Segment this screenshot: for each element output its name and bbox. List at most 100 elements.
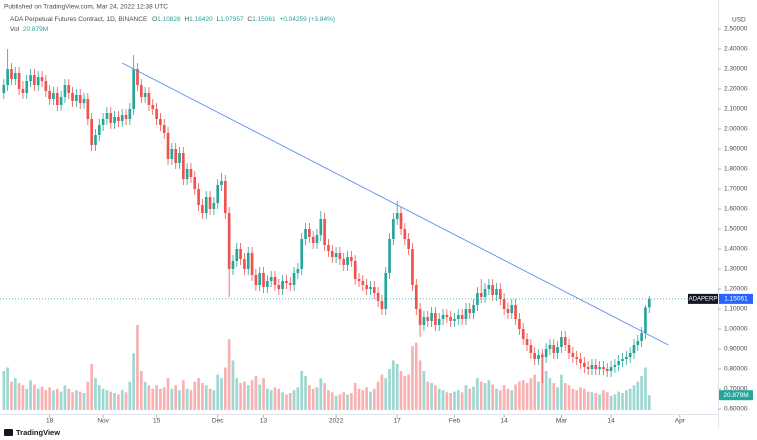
volume-bar [285, 394, 288, 410]
volume-name: Vol [10, 26, 20, 33]
candle-body [411, 249, 414, 285]
volume-bar [330, 392, 334, 410]
candle-body [86, 99, 90, 119]
y-tick-label: 0.80000 [724, 366, 748, 373]
candle-body [548, 345, 552, 349]
volume-bar [514, 384, 517, 410]
volume-bar [529, 378, 533, 410]
volume-bar [273, 387, 277, 410]
symbol-badge-label: ADAPERP [689, 296, 718, 302]
candle-body [506, 309, 510, 313]
candle-body [44, 81, 48, 91]
candle-body [472, 305, 475, 313]
y-tick-label: 2.00000 [724, 126, 748, 133]
volume-bar [52, 390, 55, 410]
volume-bar [10, 381, 13, 410]
candle-body [36, 77, 40, 85]
candle-body [231, 261, 235, 269]
volume-bar [193, 381, 197, 410]
candle-body [266, 281, 269, 287]
volume-bar [453, 391, 456, 410]
candle-body [449, 317, 452, 321]
volume-bar [2, 371, 6, 410]
volume-bar [254, 376, 258, 410]
volume-bar [71, 392, 74, 410]
candle-body [372, 287, 376, 293]
candle-body [418, 309, 422, 325]
candle-body [521, 329, 525, 339]
volume-bar [575, 390, 579, 410]
volume-bar [128, 381, 132, 410]
volume-bar [151, 388, 155, 410]
candle-body [67, 85, 71, 93]
candle-body [109, 113, 113, 123]
volume-bar [644, 367, 647, 410]
volume-bar [29, 380, 32, 410]
candle-body [556, 347, 559, 353]
candle-body [376, 293, 380, 301]
candle-body [277, 285, 281, 289]
candle-body [598, 367, 601, 369]
candle-body [25, 81, 29, 93]
candle-body [468, 309, 472, 313]
y-tick-label: 1.70000 [724, 186, 748, 193]
volume-badge-label: 20.879M [723, 392, 748, 399]
candle-body [533, 353, 537, 359]
brand-name: TradingView [16, 428, 60, 437]
candle-body [403, 229, 407, 239]
candle-body [430, 313, 433, 321]
volume-bar [181, 380, 185, 410]
candle-body [540, 355, 544, 357]
candle-body [422, 317, 426, 325]
volume-bar [78, 391, 82, 410]
volume-bar [422, 371, 426, 410]
ohlc-value: 1.15061 [252, 16, 276, 23]
volume-bar [113, 393, 116, 410]
x-tick-label: Apr [675, 418, 686, 425]
volume-bar [288, 393, 292, 410]
volume-bar [350, 393, 353, 410]
candle-body [479, 293, 483, 297]
volume-bar [483, 383, 487, 410]
x-tick-label: Nov [97, 418, 109, 425]
volume-layer [2, 325, 651, 410]
volume-bar [502, 385, 506, 410]
volume-bar [40, 386, 44, 410]
change-value: +0.04259 (+3.84%) [279, 16, 335, 23]
volume-bar [250, 380, 254, 410]
candle-body [575, 357, 579, 359]
volume-bar [308, 385, 311, 410]
volume-bar [55, 388, 59, 410]
volume-bar [105, 390, 109, 410]
volume-bar [602, 390, 605, 410]
candle-body [220, 181, 223, 185]
candle-body [323, 219, 326, 245]
volume-bar [109, 391, 113, 410]
candle-body [223, 181, 227, 213]
candle-body [48, 91, 51, 99]
volume-bar [97, 385, 101, 410]
volume-bar [59, 391, 63, 410]
volume-bar [117, 394, 120, 410]
x-tick-label: 14 [607, 418, 615, 425]
candle-body [464, 309, 468, 319]
candle-body [178, 153, 181, 163]
volume-bar [369, 391, 372, 410]
candle-body [563, 337, 567, 345]
candle-body [609, 367, 613, 371]
volume-bar [174, 385, 178, 410]
currency-label: USD [732, 17, 746, 24]
volume-bar [384, 378, 388, 410]
volume-bar [460, 392, 464, 410]
volume-bar [609, 395, 613, 410]
candle-body [582, 363, 586, 367]
candle-body [105, 113, 109, 119]
volume-bar [399, 371, 403, 410]
candle-body [208, 197, 212, 209]
candle-body [586, 367, 590, 369]
candle-body [350, 257, 353, 261]
volume-bar [594, 393, 598, 410]
candle-body [63, 85, 67, 97]
candle-body [483, 289, 487, 297]
